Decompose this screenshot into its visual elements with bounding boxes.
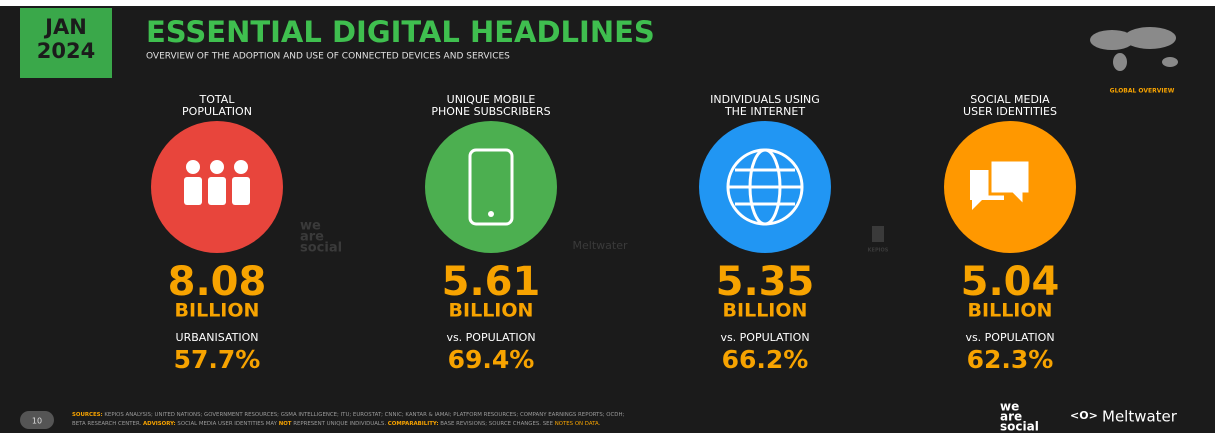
comparability-text: BASE REVISIONS; SOURCE CHANGES. SEE	[440, 421, 553, 427]
sub-value: 69.4%	[448, 345, 535, 374]
logo-mark: <O>	[1070, 409, 1098, 422]
date-box	[20, 8, 112, 78]
title: ESSENTIAL DIGITAL HEADLINES	[146, 15, 655, 49]
headline-value: 5.04	[961, 259, 1060, 305]
page-pill	[20, 411, 54, 429]
category-label: USER IDENTITIES	[963, 105, 1057, 118]
sub-label: vs. POPULATION	[720, 331, 809, 344]
category-label: PHONE SUBSCRIBERS	[431, 105, 550, 118]
logo-meltwater: Meltwater	[1102, 408, 1178, 426]
subtitle: OVERVIEW OF THE ADOPTION AND USE OF CONN…	[146, 52, 510, 62]
category-label: THE INTERNET	[724, 105, 805, 118]
category-label: INDIVIDUALS USING	[710, 93, 820, 106]
logo-text: are	[1000, 410, 1022, 424]
headline-unit: BILLION	[723, 300, 808, 322]
logo-text: social	[1000, 420, 1039, 433]
date-year: 2024	[37, 39, 95, 63]
headline-unit: BILLION	[175, 300, 260, 322]
logo-text: we	[1000, 400, 1019, 414]
sources-label: SOURCES:	[72, 412, 103, 418]
sub-label: URBANISATION	[176, 331, 259, 344]
headline-value: 5.61	[442, 259, 541, 305]
people-icon	[184, 160, 250, 205]
sub-value: 66.2%	[722, 345, 809, 374]
category-label: POPULATION	[182, 105, 252, 118]
headline-unit: BILLION	[449, 300, 534, 322]
advisory-text: SOCIAL MEDIA USER IDENTITIES MAY	[177, 421, 277, 427]
world-map	[1090, 27, 1178, 71]
date-month: JAN	[43, 15, 87, 39]
sub-label: vs. POPULATION	[965, 331, 1054, 344]
advisory-not: NOT	[279, 421, 292, 427]
watermark-icon	[872, 226, 884, 242]
category-circle	[425, 121, 557, 253]
badge: GLOBAL OVERVIEW	[1110, 88, 1175, 95]
advisory-label: ADVISORY:	[143, 421, 176, 427]
notes-link[interactable]: NOTES ON DATA.	[555, 421, 601, 427]
globe-icon	[726, 148, 804, 226]
footer: 10 SOURCES: KEPIOS ANALYSIS; UNITED NATI…	[20, 400, 1178, 433]
watermark: are	[300, 230, 324, 245]
sub-value: 57.7%	[174, 345, 261, 374]
chat-icon	[970, 158, 1032, 210]
sources-text: BETA RESEARCH CENTER.	[72, 421, 142, 427]
page-number: 10	[32, 417, 42, 426]
phone-icon	[468, 148, 514, 226]
sub-value: 62.3%	[967, 345, 1054, 374]
category-label: SOCIAL MEDIA	[970, 93, 1050, 106]
watermark: we	[300, 219, 321, 234]
watermark: Meltwater	[573, 239, 628, 252]
headline-value: 5.35	[716, 259, 815, 305]
category-label: TOTAL	[199, 93, 236, 106]
watermark: KEPIOS	[868, 248, 889, 254]
sources-text: KEPIOS ANALYSIS; UNITED NATIONS; GOVERNM…	[104, 412, 624, 418]
sources-line: BETA RESEARCH CENTER. ADVISORY: SOCIAL M…	[72, 421, 601, 427]
advisory-text: REPRESENT UNIQUE INDIVIDUALS.	[293, 421, 386, 427]
headline-unit: BILLION	[968, 300, 1053, 322]
sub-label: vs. POPULATION	[446, 331, 535, 344]
headline-value: 8.08	[168, 259, 267, 305]
sources-line: SOURCES: KEPIOS ANALYSIS; UNITED NATIONS…	[72, 412, 625, 418]
watermark: social	[300, 241, 342, 256]
comparability-label: COMPARABILITY:	[388, 421, 439, 427]
category-label: UNIQUE MOBILE	[447, 93, 536, 106]
